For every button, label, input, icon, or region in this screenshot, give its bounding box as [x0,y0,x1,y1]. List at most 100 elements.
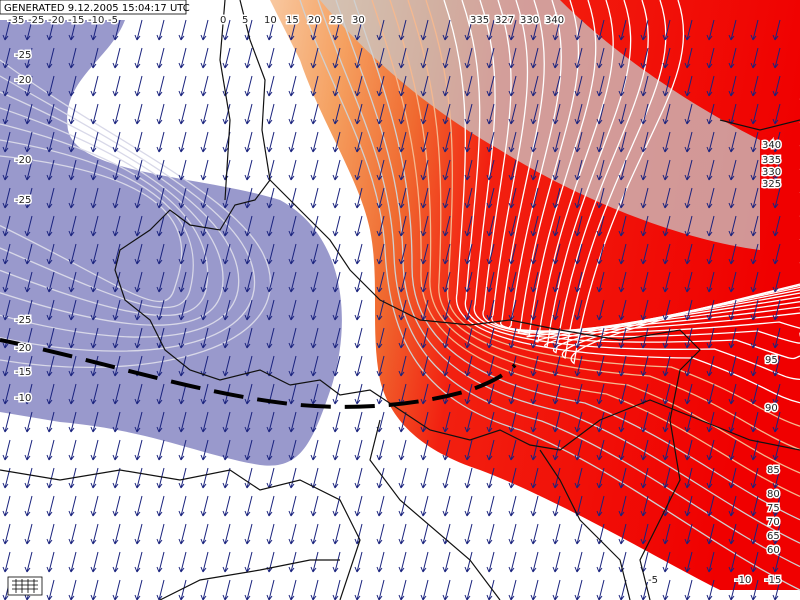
wind-arrow [464,159,473,181]
wind-arrow [2,47,11,69]
wind-arrow [618,411,627,433]
wind-arrow [178,187,187,209]
wind-arrow [24,299,33,321]
wind-arrow [2,75,11,97]
wind-arrow [266,47,275,69]
wind-arrow [310,131,319,153]
wind-arrow [200,243,209,265]
wind-arrow [684,19,693,41]
wind-arrow [222,467,231,489]
wind-arrow [46,355,55,377]
wind-arrow [574,47,583,69]
wind-arrow [288,383,297,405]
wind-arrow [420,383,429,405]
wind-arrow [288,495,297,517]
wind-arrow [486,187,495,209]
wind-arrow [2,355,11,377]
wind-arrow [640,271,649,293]
wind-arrow [332,159,341,181]
wind-arrow [596,103,605,125]
wind-arrow [464,579,473,600]
wind-arrow [574,187,583,209]
contour-label: -15 [765,575,781,586]
wind-arrow [178,131,187,153]
wind-arrow [486,411,495,433]
wind-arrow [178,495,187,517]
wind-arrow [222,271,231,293]
wind-arrow [596,327,605,349]
wind-arrow [2,159,11,181]
wind-arrow [288,215,297,237]
wind-arrow [442,103,451,125]
wind-arrow [596,271,605,293]
wind-arrow [574,355,583,377]
contour-label: 70 [767,517,780,528]
wind-arrow [618,215,627,237]
wind-arrow [750,467,759,489]
wind-arrow [640,103,649,125]
wind-arrow [90,551,99,573]
wind-arrow [310,327,319,349]
wind-arrow [464,243,473,265]
wind-arrow [706,467,715,489]
wind-arrow [134,523,143,545]
wind-arrow [706,47,715,69]
wind-arrow [706,579,715,600]
wind-arrow [222,103,231,125]
wind-arrow [24,131,33,153]
wind-arrow [90,355,99,377]
wind-arrow [420,243,429,265]
wind-arrow [574,579,583,600]
wind-arrow [772,439,781,461]
wind-arrow [46,299,55,321]
wind-arrow [354,271,363,293]
contour-label: -10 [88,15,104,26]
contour-label: 75 [767,503,780,514]
contour-label: 25 [330,15,343,26]
wind-arrow [398,271,407,293]
wind-arrow [772,159,781,181]
wind-arrow [530,299,539,321]
contour-label: -10 [15,393,31,404]
wind-arrow [46,495,55,517]
wind-arrow [530,19,539,41]
contour-label: 90 [765,403,778,414]
wind-arrow [288,19,297,41]
wind-arrow [46,551,55,573]
wind-arrow [398,523,407,545]
wind-arrow [222,495,231,517]
wind-arrow [486,131,495,153]
wind-arrow [200,103,209,125]
wind-arrow [156,271,165,293]
wind-arrow [706,19,715,41]
wind-arrow [90,75,99,97]
wind-arrow [156,411,165,433]
wind-arrow [156,103,165,125]
contour-label: -10 [735,575,751,586]
wind-arrow [486,47,495,69]
wind-arrow [530,243,539,265]
wind-arrow [376,299,385,321]
wind-arrow [24,103,33,125]
wind-arrow [68,215,77,237]
wind-arrow [376,383,385,405]
wind-arrow [244,551,253,573]
wind-arrow [24,551,33,573]
wind-arrow [662,355,671,377]
wind-arrow [728,383,737,405]
wind-arrow [178,19,187,41]
wind-arrow [46,19,55,41]
wind-arrow [398,579,407,600]
wind-arrow [178,75,187,97]
wind-arrow [508,187,517,209]
wind-arrow [2,103,11,125]
wind-arrow [618,19,627,41]
wind-arrow [662,103,671,125]
wind-arrow [46,243,55,265]
cold-region [0,20,342,466]
wind-arrow [68,131,77,153]
wind-arrow [398,159,407,181]
wind-arrow [134,103,143,125]
wind-arrow [420,467,429,489]
